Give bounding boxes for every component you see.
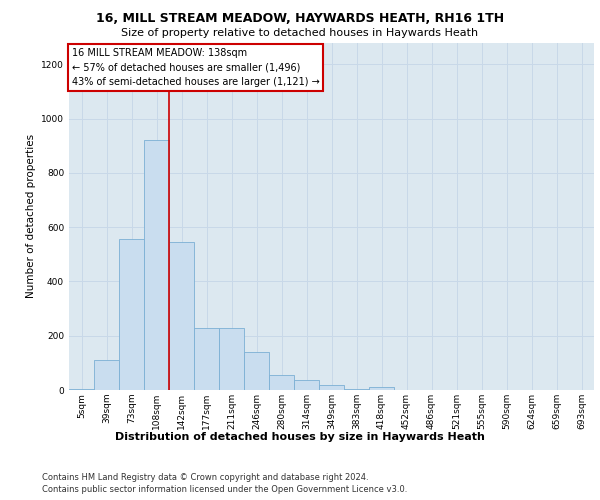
Bar bbox=[219, 328, 244, 390]
Bar bbox=[144, 140, 169, 390]
Bar bbox=[69, 388, 94, 390]
Text: 16, MILL STREAM MEADOW, HAYWARDS HEATH, RH16 1TH: 16, MILL STREAM MEADOW, HAYWARDS HEATH, … bbox=[96, 12, 504, 26]
Text: Distribution of detached houses by size in Haywards Heath: Distribution of detached houses by size … bbox=[115, 432, 485, 442]
Text: Size of property relative to detached houses in Haywards Heath: Size of property relative to detached ho… bbox=[121, 28, 479, 38]
Bar bbox=[94, 360, 119, 390]
Bar bbox=[269, 375, 294, 390]
Bar bbox=[369, 388, 394, 390]
Bar bbox=[344, 388, 369, 390]
Bar bbox=[119, 240, 144, 390]
Y-axis label: Number of detached properties: Number of detached properties bbox=[26, 134, 35, 298]
Text: 16 MILL STREAM MEADOW: 138sqm
← 57% of detached houses are smaller (1,496)
43% o: 16 MILL STREAM MEADOW: 138sqm ← 57% of d… bbox=[71, 48, 319, 88]
Bar bbox=[319, 384, 344, 390]
Bar bbox=[294, 380, 319, 390]
Text: Contains public sector information licensed under the Open Government Licence v3: Contains public sector information licen… bbox=[42, 485, 407, 494]
Bar bbox=[169, 242, 194, 390]
Bar bbox=[244, 352, 269, 390]
Text: Contains HM Land Registry data © Crown copyright and database right 2024.: Contains HM Land Registry data © Crown c… bbox=[42, 472, 368, 482]
Bar bbox=[194, 328, 219, 390]
